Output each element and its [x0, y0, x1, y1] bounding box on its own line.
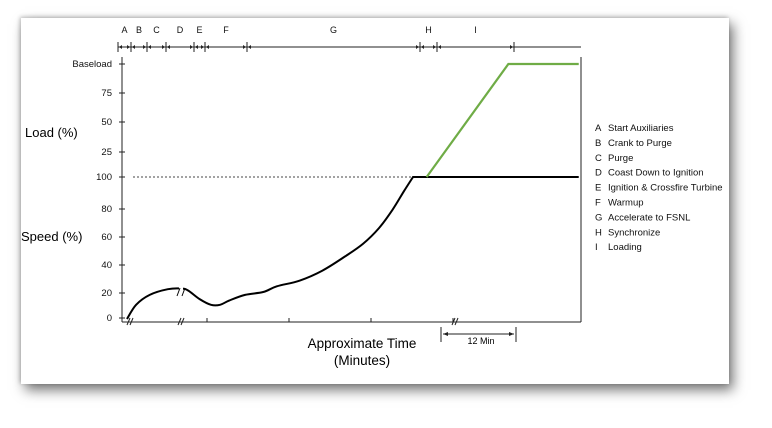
legend-key-i: I [595, 242, 598, 253]
speed-tick-label: 20 [101, 288, 112, 299]
phase-arrow-left [206, 45, 209, 49]
phase-letter-g: G [330, 25, 337, 35]
legend-label-d: Coast Down to Ignition [608, 168, 704, 179]
phase-letter-e: E [196, 25, 202, 35]
legend-label-f: Warmup [608, 198, 644, 209]
phase-letter-c: C [153, 25, 160, 35]
phase-arrow-right [243, 45, 246, 49]
x-axis-title-line1: Approximate Time [308, 336, 417, 351]
curve-break-mark-1 [176, 287, 181, 297]
phase-arrow-left [167, 45, 170, 49]
phase-letter-f: F [223, 25, 229, 35]
axes [118, 46, 582, 323]
legend-label-i: Loading [608, 242, 642, 253]
load-axis-title: Load (%) [25, 125, 78, 140]
load-tick-label: 25 [101, 147, 112, 158]
phase-arrow-left [195, 45, 198, 49]
phase-letter-i: I [474, 25, 477, 35]
load-tick-label: 50 [101, 117, 112, 128]
legend-label-g: Accelerate to FSNL [608, 212, 690, 223]
phase-arrow-left [132, 45, 135, 49]
load-curve [425, 62, 579, 178]
curve-break-gap [179, 286, 183, 296]
phase-letter-a: A [121, 25, 127, 35]
legend-label-b: Crank to Purge [608, 138, 672, 149]
phase-arrow-left [438, 45, 441, 49]
curve-break-mark-2 [181, 287, 186, 297]
chart-panel [21, 18, 729, 384]
load-tick-label: 75 [101, 88, 112, 99]
phase-arrow-left [248, 45, 251, 49]
interval-annotation: 12 Min [440, 327, 517, 346]
phase-arrow-left [148, 45, 151, 49]
legend-label-c: Purge [608, 153, 633, 164]
speed-tick-label: 100 [96, 172, 112, 183]
legend-key-a: A [595, 123, 602, 134]
speed-tick-label: 60 [101, 232, 112, 243]
legend-key-d: D [595, 168, 602, 179]
legend-key-e: E [595, 183, 601, 194]
phase-arrow-right [162, 45, 165, 49]
phase-arrow-right [433, 45, 436, 49]
x-axis-title-line2: (Minutes) [334, 353, 390, 368]
phase-arrow-right [190, 45, 193, 49]
phase-letter-d: D [177, 25, 184, 35]
interval-annotation-label: 12 Min [467, 336, 494, 346]
legend-label-h: Synchronize [608, 227, 660, 238]
y-ticks: Baseload 75 50 25 100 80 60 40 20 0 [72, 59, 125, 324]
phase-letter-b: B [136, 25, 142, 35]
legend-key-b: B [595, 138, 601, 149]
phase-letter-h: H [425, 25, 432, 35]
speed-curve [126, 176, 579, 320]
x-ticks [206, 318, 454, 322]
phase-arrow-left [119, 45, 122, 49]
speed-tick-label: 40 [101, 260, 112, 271]
load-tick-label: Baseload [72, 59, 112, 70]
speed-axis-title: Speed (%) [21, 229, 82, 244]
phase-arrow-right [510, 45, 513, 49]
legend-key-c: C [595, 153, 602, 164]
phase-arrow-right [201, 45, 204, 49]
speed-tick-label: 80 [101, 204, 112, 215]
phase-arrow-right [143, 45, 146, 49]
legend-key-h: H [595, 227, 602, 238]
phase-arrow-right [127, 45, 130, 49]
axis-break-markers [126, 317, 459, 326]
speed-tick-label: 0 [107, 313, 112, 324]
legend-label-e: Ignition & Crossfire Turbine [608, 183, 723, 194]
phase-arrow-left [421, 45, 424, 49]
legend-key-f: F [595, 198, 601, 209]
legend-key-g: G [595, 212, 602, 223]
legend-label-a: Start Auxiliaries [608, 123, 674, 134]
phase-arrow-right [416, 45, 419, 49]
phase-legend: A Start Auxiliaries B Crank to Purge C Purge D… [595, 123, 723, 253]
